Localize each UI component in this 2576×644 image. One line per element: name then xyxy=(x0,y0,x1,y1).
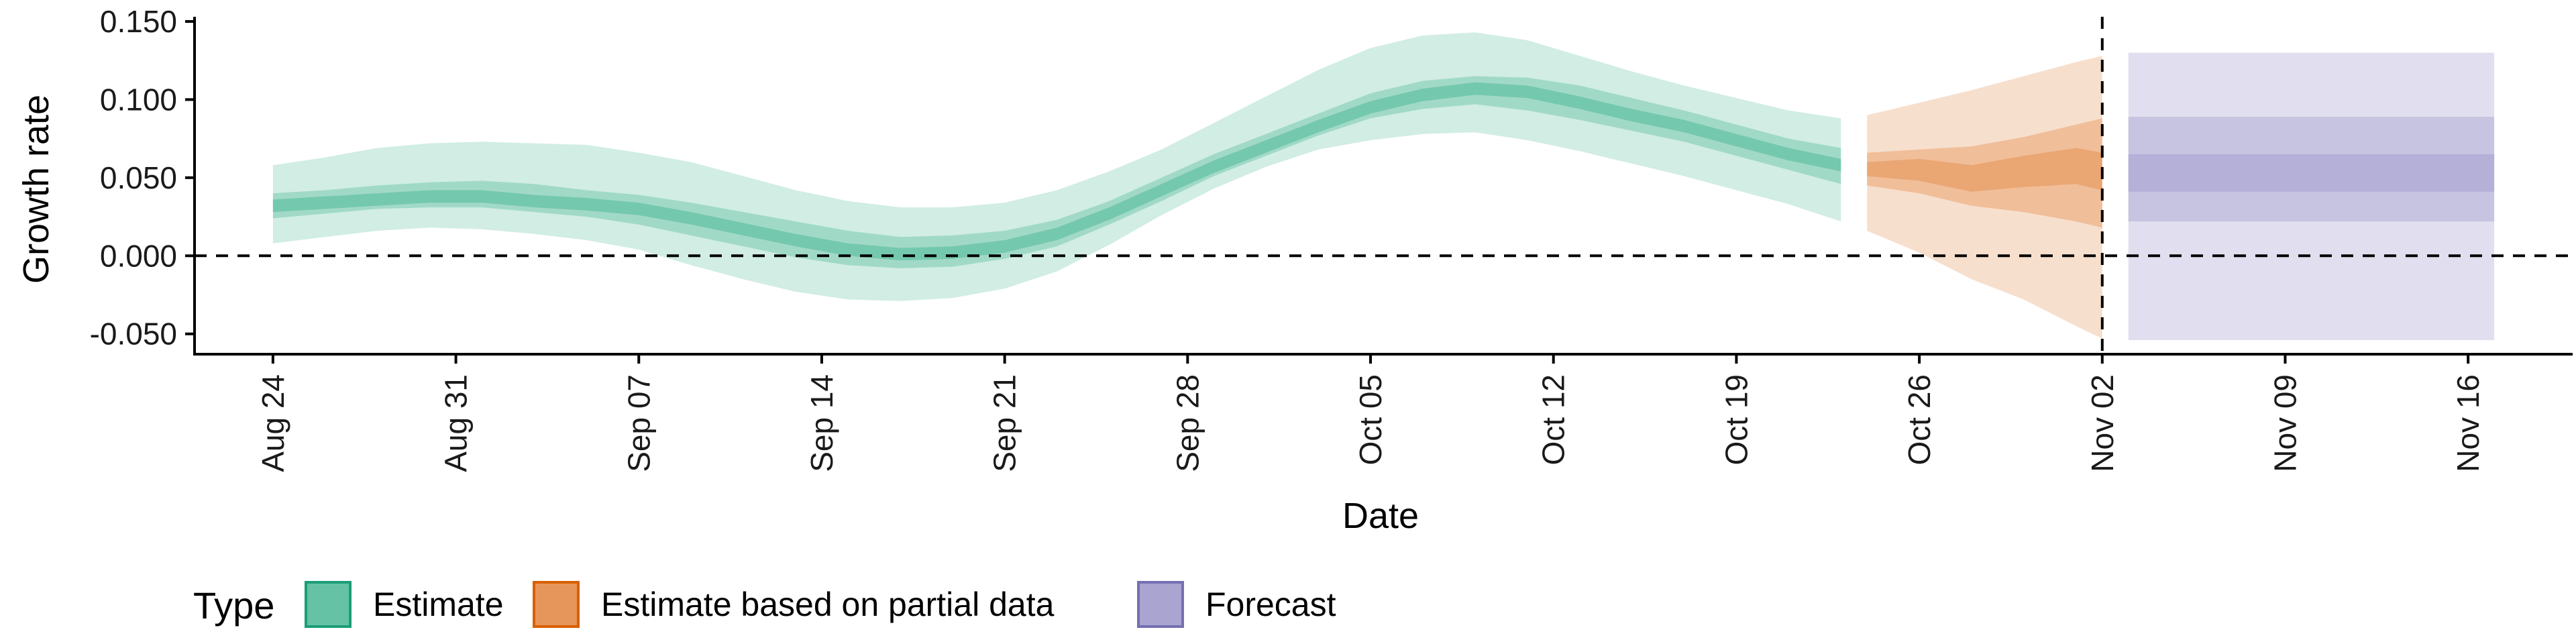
band-90 xyxy=(2128,52,2495,340)
x-tick-label: Oct 05 xyxy=(1353,374,1388,466)
x-tick-label: Sep 07 xyxy=(621,374,656,472)
y-tick-label: 0.150 xyxy=(100,4,177,39)
legend-swatch xyxy=(1137,581,1184,628)
x-tick-label: Oct 26 xyxy=(1902,374,1937,466)
x-tick-label: Nov 09 xyxy=(2268,374,2303,472)
legend-label: Estimate xyxy=(373,586,504,623)
y-tick-label: 0.050 xyxy=(100,160,177,195)
x-axis-title: Date xyxy=(1342,496,1419,536)
x-tick-label: Oct 19 xyxy=(1719,374,1754,466)
legend-title: Type xyxy=(193,584,274,627)
series-estimate-based-on-partial-data xyxy=(1867,56,2102,339)
band-20 xyxy=(272,82,1841,261)
band-90 xyxy=(272,32,1841,301)
axes: 0.150 0.100 0.050 0.000 -0.050 Aug 24 Aug 31 Se… xyxy=(90,4,2573,472)
y-tick-label: 0.100 xyxy=(100,82,177,117)
x-tick-label: Nov 16 xyxy=(2451,374,2485,472)
legend-label: Estimate based on partial data xyxy=(601,586,1055,623)
legend-swatch xyxy=(533,581,580,628)
legend-label: Forecast xyxy=(1205,586,1336,623)
x-tick-label: Sep 21 xyxy=(987,374,1022,472)
band-20 xyxy=(1867,148,2102,192)
x-tick-label: Oct 12 xyxy=(1536,374,1571,466)
y-tick-label: 0.000 xyxy=(100,238,177,273)
legend: Type Estimate Estimate based on partial d… xyxy=(193,581,1336,628)
legend-swatch xyxy=(305,581,352,628)
y-tick-label: -0.050 xyxy=(90,317,177,352)
x-tick-label: Sep 14 xyxy=(804,374,839,472)
reference-lines xyxy=(195,17,2573,354)
band-20 xyxy=(2128,154,2495,192)
x-tick-label: Sep 28 xyxy=(1170,374,1205,472)
x-tick-label: Aug 24 xyxy=(256,374,290,472)
band-50 xyxy=(272,76,1841,268)
y-axis-title: Growth rate xyxy=(16,95,56,284)
x-tick-label: Aug 31 xyxy=(439,374,474,472)
series-forecast xyxy=(2128,52,2495,340)
series-bands xyxy=(272,32,2495,340)
x-tick-label: Nov 02 xyxy=(2085,374,2120,472)
band-90 xyxy=(1867,56,2102,339)
series-estimate xyxy=(272,32,1841,301)
